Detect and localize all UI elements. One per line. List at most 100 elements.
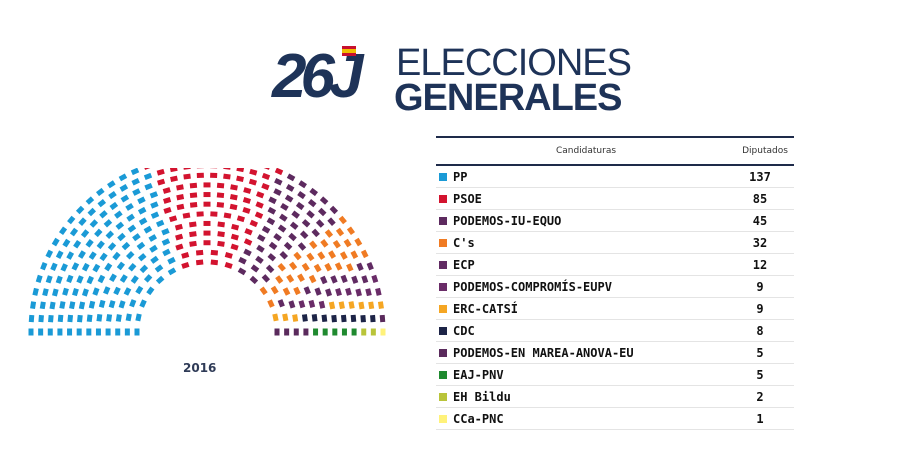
seat-mark bbox=[99, 252, 108, 262]
seat-mark bbox=[345, 287, 352, 296]
seat-mark bbox=[210, 211, 218, 217]
party-cell: EH Bildu bbox=[436, 390, 729, 404]
seat-mark bbox=[255, 255, 264, 264]
party-name: EAJ-PNV bbox=[453, 367, 504, 382]
seat-mark bbox=[69, 301, 76, 310]
seat-mark bbox=[131, 177, 140, 186]
seat-mark bbox=[150, 211, 160, 219]
seat-mark bbox=[325, 288, 333, 297]
seat-mark bbox=[249, 219, 259, 228]
seat-mark bbox=[78, 217, 87, 226]
seat-mark bbox=[45, 275, 53, 284]
seat-mark bbox=[274, 328, 280, 336]
seat-mark bbox=[114, 210, 123, 219]
seat-mark bbox=[108, 191, 117, 200]
seat-mark bbox=[99, 210, 108, 219]
seat-mark bbox=[92, 263, 101, 273]
logo-title-line1: ELECCIONES bbox=[396, 42, 632, 84]
seat-mark bbox=[250, 264, 260, 273]
party-color-swatch bbox=[439, 348, 447, 357]
seat-mark bbox=[267, 299, 275, 308]
seat-mark bbox=[169, 168, 178, 173]
seat-mark bbox=[282, 313, 289, 322]
seat-mark bbox=[236, 168, 245, 173]
seats-cell: 5 bbox=[756, 367, 764, 382]
seat-mark bbox=[115, 328, 121, 336]
year-label: 2016 bbox=[183, 361, 217, 375]
seat-mark bbox=[319, 196, 329, 205]
seat-mark bbox=[120, 194, 130, 203]
seat-mark bbox=[85, 239, 94, 248]
seat-mark bbox=[368, 301, 375, 310]
seat-mark bbox=[274, 177, 283, 186]
seat-mark bbox=[169, 215, 178, 223]
seat-mark bbox=[163, 197, 172, 204]
seat-mark bbox=[121, 241, 131, 251]
seat-mark bbox=[115, 314, 122, 322]
seat-mark bbox=[189, 182, 198, 189]
seat-mark bbox=[118, 173, 128, 182]
seat-mark bbox=[223, 168, 231, 170]
seat-mark bbox=[189, 192, 198, 199]
seat-mark bbox=[108, 300, 116, 309]
seat-mark bbox=[157, 178, 166, 186]
seats-cell: 12 bbox=[752, 257, 768, 272]
seat-mark bbox=[280, 202, 289, 211]
seat-mark bbox=[135, 313, 142, 322]
seat-mark bbox=[196, 211, 204, 217]
seat-mark bbox=[67, 314, 74, 323]
seat-mark bbox=[379, 314, 386, 323]
seat-mark bbox=[109, 201, 119, 211]
table-row: CDC 8 bbox=[436, 320, 794, 342]
seat-mark bbox=[162, 187, 171, 194]
seat-mark bbox=[301, 314, 308, 322]
seat-mark bbox=[40, 262, 48, 271]
seat-mark bbox=[248, 178, 257, 186]
seat-mark bbox=[52, 288, 59, 297]
party-color-swatch bbox=[439, 414, 447, 423]
hemicycle-chart bbox=[28, 168, 386, 336]
party-name: C's bbox=[453, 235, 475, 250]
table-body: PP 137 PSOE 85 PODEMOS-IU-EQUO 45 C's 32 ECP 12 PO… bbox=[436, 166, 794, 430]
seat-mark bbox=[150, 255, 159, 264]
seat-mark bbox=[155, 219, 165, 228]
seat-mark bbox=[66, 251, 75, 260]
seat-mark bbox=[97, 198, 107, 208]
seat-mark bbox=[77, 250, 86, 259]
seat-mark bbox=[210, 249, 219, 256]
party-name: PODEMOS-COMPROMÍS-EUPV bbox=[453, 279, 612, 294]
seat-mark bbox=[103, 286, 111, 295]
seat-mark bbox=[149, 244, 158, 253]
seat-mark bbox=[284, 194, 294, 203]
seat-mark bbox=[60, 263, 68, 272]
seat-mark bbox=[268, 241, 278, 251]
seat-mark bbox=[176, 203, 185, 211]
seat-mark bbox=[295, 201, 305, 211]
seat-mark bbox=[230, 184, 238, 191]
seat-mark bbox=[320, 275, 328, 285]
seat-mark bbox=[355, 288, 362, 297]
seat-mark bbox=[358, 301, 365, 310]
election-logo: 26J ELECCIONES GENERALES bbox=[228, 28, 668, 128]
party-name: CDC bbox=[453, 323, 475, 338]
seat-mark bbox=[96, 240, 105, 250]
seat-mark bbox=[270, 285, 279, 295]
seats-cell: 8 bbox=[756, 323, 764, 338]
seat-mark bbox=[189, 221, 197, 228]
seat-mark bbox=[161, 228, 170, 236]
seat-mark bbox=[118, 300, 126, 309]
seat-mark bbox=[331, 314, 337, 323]
seat-mark bbox=[183, 168, 191, 170]
seat-mark bbox=[203, 201, 211, 207]
seat-mark bbox=[284, 328, 290, 336]
seat-mark bbox=[286, 274, 295, 283]
seat-mark bbox=[80, 229, 90, 238]
seat-mark bbox=[330, 275, 338, 284]
seat-mark bbox=[86, 275, 94, 285]
seat-mark bbox=[249, 168, 258, 176]
seat-mark bbox=[88, 251, 97, 260]
seat-mark bbox=[195, 249, 204, 256]
seat-mark bbox=[277, 262, 286, 272]
seat-mark bbox=[47, 328, 53, 336]
party-cell: CCa-PNC bbox=[436, 412, 729, 426]
